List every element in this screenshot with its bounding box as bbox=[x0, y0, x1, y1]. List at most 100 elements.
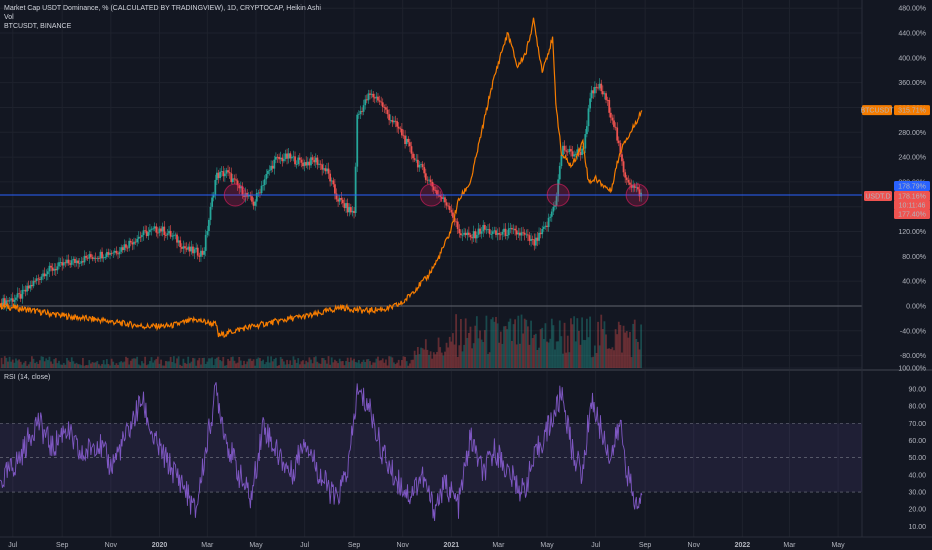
time-axis[interactable]: Jul Sep Nov 2020 Mar May Jul Sep Nov 2021 Mar May Ju… bbox=[8, 542, 845, 549]
candle-body bbox=[346, 203, 349, 213]
highlight-circle[interactable] bbox=[625, 183, 649, 207]
candle-body bbox=[42, 273, 44, 277]
volume-bar bbox=[380, 360, 383, 368]
volume-bar bbox=[251, 360, 253, 368]
volume-bar bbox=[297, 358, 300, 368]
volume-bar bbox=[464, 318, 467, 368]
volume-bar bbox=[557, 341, 560, 368]
volume-bar bbox=[332, 362, 335, 368]
candle-body bbox=[316, 157, 319, 165]
volume-bar bbox=[26, 365, 29, 368]
candle-body bbox=[239, 186, 242, 189]
candle-body bbox=[515, 230, 518, 235]
candle-body bbox=[506, 235, 509, 236]
btcusdt-label-badge: BTCUSDT bbox=[860, 108, 894, 115]
time-tick-label: Sep bbox=[348, 542, 361, 549]
volume-bar bbox=[448, 336, 451, 368]
time-tick-label: Sep bbox=[56, 542, 69, 549]
candle-body bbox=[185, 248, 188, 250]
volume-bar bbox=[42, 356, 44, 368]
time-tick-label: May bbox=[540, 542, 554, 549]
price-tick-label: 100.00% bbox=[898, 366, 926, 373]
legend-volume[interactable]: Vol bbox=[4, 14, 14, 21]
volume-bar bbox=[145, 365, 148, 368]
highlight-circle[interactable] bbox=[419, 183, 443, 207]
volume-bar bbox=[592, 356, 595, 368]
volume-bar bbox=[536, 349, 539, 368]
legend-rsi[interactable]: RSI (14, close) bbox=[4, 374, 51, 381]
candle-body bbox=[372, 93, 375, 98]
candle-body bbox=[64, 262, 67, 264]
candle-body bbox=[605, 93, 607, 100]
candle-body bbox=[335, 193, 338, 200]
volume-bar bbox=[326, 363, 328, 368]
candle-body bbox=[558, 165, 561, 180]
price-tick-label: 280.00% bbox=[898, 130, 926, 137]
volume-bar bbox=[452, 333, 454, 368]
candle-body bbox=[362, 105, 365, 112]
volume-bar bbox=[412, 359, 414, 368]
candle-body bbox=[8, 300, 11, 302]
candle-body bbox=[428, 179, 430, 181]
volume-bar bbox=[562, 353, 564, 368]
volume-bar bbox=[416, 346, 419, 368]
volume-bar bbox=[546, 341, 548, 368]
candle-body bbox=[501, 231, 504, 235]
candle-body bbox=[412, 153, 414, 159]
candle-body bbox=[351, 210, 354, 213]
volume-bar bbox=[483, 330, 486, 368]
volume-bar bbox=[491, 317, 494, 368]
highlight-circle[interactable] bbox=[546, 183, 570, 207]
candle-body bbox=[209, 206, 212, 220]
volume-bar bbox=[219, 360, 221, 368]
candle-body bbox=[475, 234, 478, 239]
candle-body bbox=[7, 300, 9, 302]
highlight-circles[interactable] bbox=[223, 183, 649, 207]
volume-bar bbox=[64, 364, 67, 368]
candle-body bbox=[547, 217, 550, 228]
volume-bar bbox=[538, 347, 540, 368]
rsi-axis[interactable]: 90.00 80.00 70.00 60.00 50.00 40.00 30.00 20.00… bbox=[908, 387, 926, 531]
legend-usdt-dominance[interactable]: Market Cap USDT Dominance, % (CALCULATED… bbox=[4, 5, 321, 12]
volume-bar bbox=[78, 364, 81, 368]
volume-bar bbox=[3, 356, 6, 368]
volume-bar bbox=[23, 362, 25, 368]
candle-body bbox=[78, 263, 81, 265]
volume-bar bbox=[485, 315, 488, 368]
volume-bar bbox=[239, 360, 242, 368]
volume-bar bbox=[90, 363, 92, 368]
candle-body bbox=[115, 250, 118, 254]
volume-bar bbox=[37, 363, 40, 368]
candle-body bbox=[503, 228, 505, 232]
candle-body bbox=[153, 226, 156, 229]
volume-bar bbox=[168, 361, 170, 368]
candle-body bbox=[460, 233, 462, 236]
volume-bar bbox=[469, 326, 472, 368]
volume-bar bbox=[77, 364, 80, 368]
volume-bar bbox=[362, 359, 365, 368]
volume-bar bbox=[7, 361, 9, 368]
volume-bar bbox=[193, 358, 196, 368]
volume-bar bbox=[581, 317, 584, 368]
candle-body bbox=[32, 280, 35, 287]
candle-body bbox=[13, 299, 16, 302]
volume-bar bbox=[204, 363, 207, 368]
highlight-circle[interactable] bbox=[223, 183, 247, 207]
candle-body bbox=[520, 232, 523, 236]
candle-body bbox=[179, 240, 182, 248]
candle-body bbox=[369, 93, 371, 95]
volume-bar bbox=[74, 363, 76, 368]
volume-bar bbox=[255, 358, 258, 368]
volume-bar bbox=[400, 360, 403, 368]
volume-bar bbox=[15, 358, 17, 368]
candle-body bbox=[637, 187, 639, 190]
volume-bar bbox=[515, 344, 518, 368]
candle-body bbox=[491, 231, 494, 234]
volume-bar bbox=[262, 359, 265, 368]
volume-bar bbox=[61, 364, 64, 368]
legend-btcusdt[interactable]: BTCUSDT, BINANCE bbox=[4, 23, 72, 30]
volume-bar bbox=[247, 358, 250, 368]
candle-body bbox=[295, 164, 298, 165]
candle-body bbox=[386, 109, 389, 115]
